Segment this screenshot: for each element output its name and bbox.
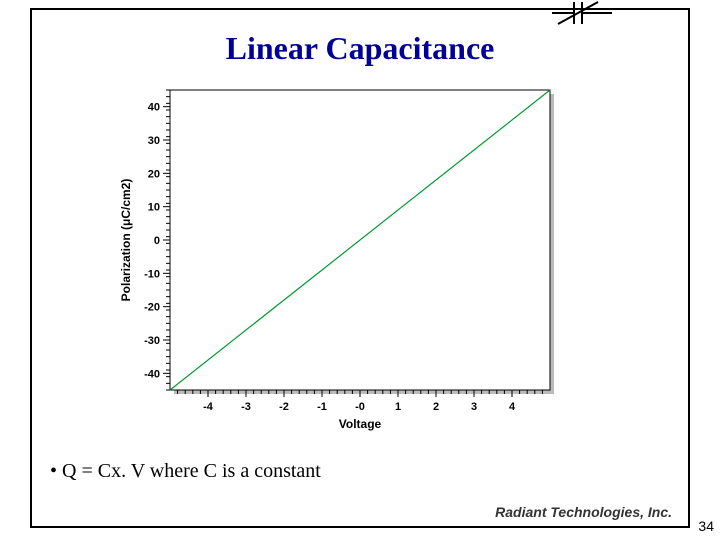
svg-text:Polarization (μC/cm2): Polarization (μC/cm2) <box>120 179 133 302</box>
svg-text:4: 4 <box>509 401 516 413</box>
svg-text:30: 30 <box>148 135 160 147</box>
svg-text:10: 10 <box>148 202 160 214</box>
svg-text:-3: -3 <box>241 401 251 413</box>
svg-text:-10: -10 <box>144 268 160 280</box>
svg-text:-4: -4 <box>203 401 214 413</box>
slide: Linear Capacitance -4-3-2-1-01234-40-30-… <box>0 0 720 540</box>
svg-text:0: 0 <box>154 235 160 247</box>
svg-text:-1: -1 <box>317 401 327 413</box>
svg-text:-40: -40 <box>144 368 160 380</box>
page-title: Linear Capacitance <box>0 30 720 67</box>
svg-text:1: 1 <box>395 401 401 413</box>
capacitor-icon <box>552 0 612 28</box>
equation-bullet: • Q = Cx. V where C is a constant <box>50 460 321 483</box>
svg-text:40: 40 <box>148 102 160 114</box>
svg-text:2: 2 <box>433 401 439 413</box>
footer-logo: Radiant Technologies, Inc. <box>495 504 672 520</box>
svg-text:20: 20 <box>148 168 160 180</box>
svg-text:-2: -2 <box>279 401 289 413</box>
page-number: 34 <box>698 518 714 534</box>
svg-text:-30: -30 <box>144 335 160 347</box>
qv-chart: -4 -3 -2 -1 -0 1 2 3 4 -40 -30 -20 -10 0 10 20 30 40 Volta… <box>120 80 600 440</box>
svg-text:-0: -0 <box>355 401 365 413</box>
svg-text:3: 3 <box>471 401 477 413</box>
svg-text:-20: -20 <box>144 302 160 314</box>
svg-text:Voltage: Voltage <box>339 417 382 431</box>
